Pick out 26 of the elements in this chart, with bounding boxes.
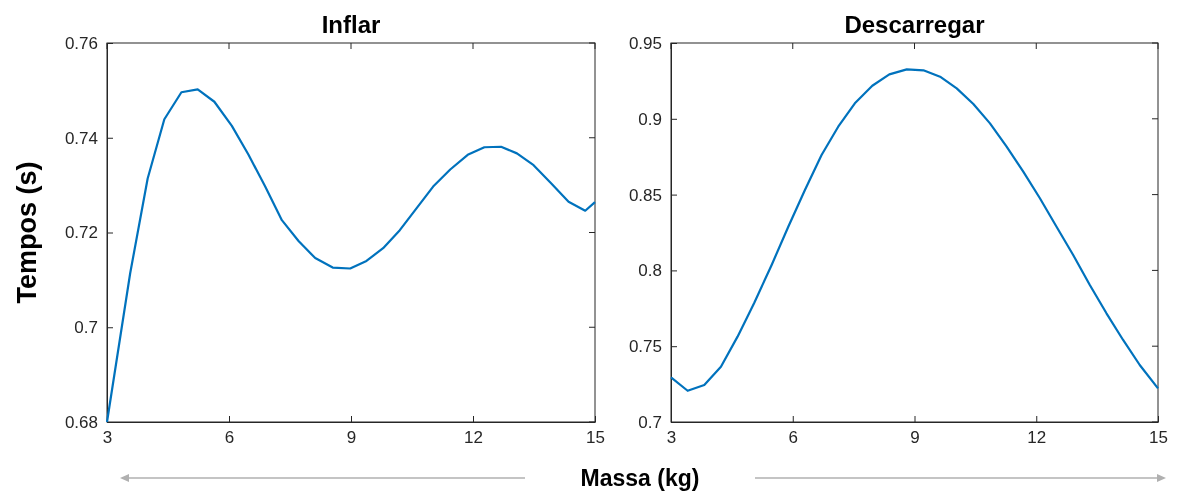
y-tick-label: 0.68	[64, 412, 98, 432]
chart-title: Descarregar	[844, 11, 985, 38]
y-tick-label: 0.7	[638, 412, 662, 432]
x-tick-label: 15	[586, 428, 605, 448]
x-tick-label: 3	[666, 428, 677, 448]
y-tick-label: 0.72	[64, 223, 98, 243]
x-tick-label: 6	[788, 428, 798, 448]
x-tick-label: 12	[1027, 428, 1047, 448]
x-tick-label: 15	[1149, 428, 1168, 448]
x-tick-label: 9	[346, 428, 357, 448]
y-tick-label: 0.76	[64, 33, 98, 53]
y-tick-label: 0.7	[74, 318, 98, 338]
x-axis-title: Massa (kg)	[580, 465, 700, 491]
line-series	[669, 68, 1160, 392]
x-tick-label: 3	[102, 428, 113, 448]
y-tick-label: 0.8	[638, 261, 662, 281]
y-tick-label: 0.75	[628, 337, 662, 357]
x-tick-label: 12	[464, 428, 483, 448]
y-tick-label: 0.85	[628, 185, 662, 205]
y-tick-label: 0.74	[64, 128, 98, 148]
x-tick-label: 9	[910, 428, 920, 448]
y-tick-label: 0.95	[628, 33, 662, 53]
chart-title: Inflar	[321, 11, 381, 38]
y-axis-title: Tempos (s)	[12, 161, 42, 304]
y-tick-label: 0.9	[638, 109, 662, 129]
x-tick-label: 6	[224, 428, 235, 448]
